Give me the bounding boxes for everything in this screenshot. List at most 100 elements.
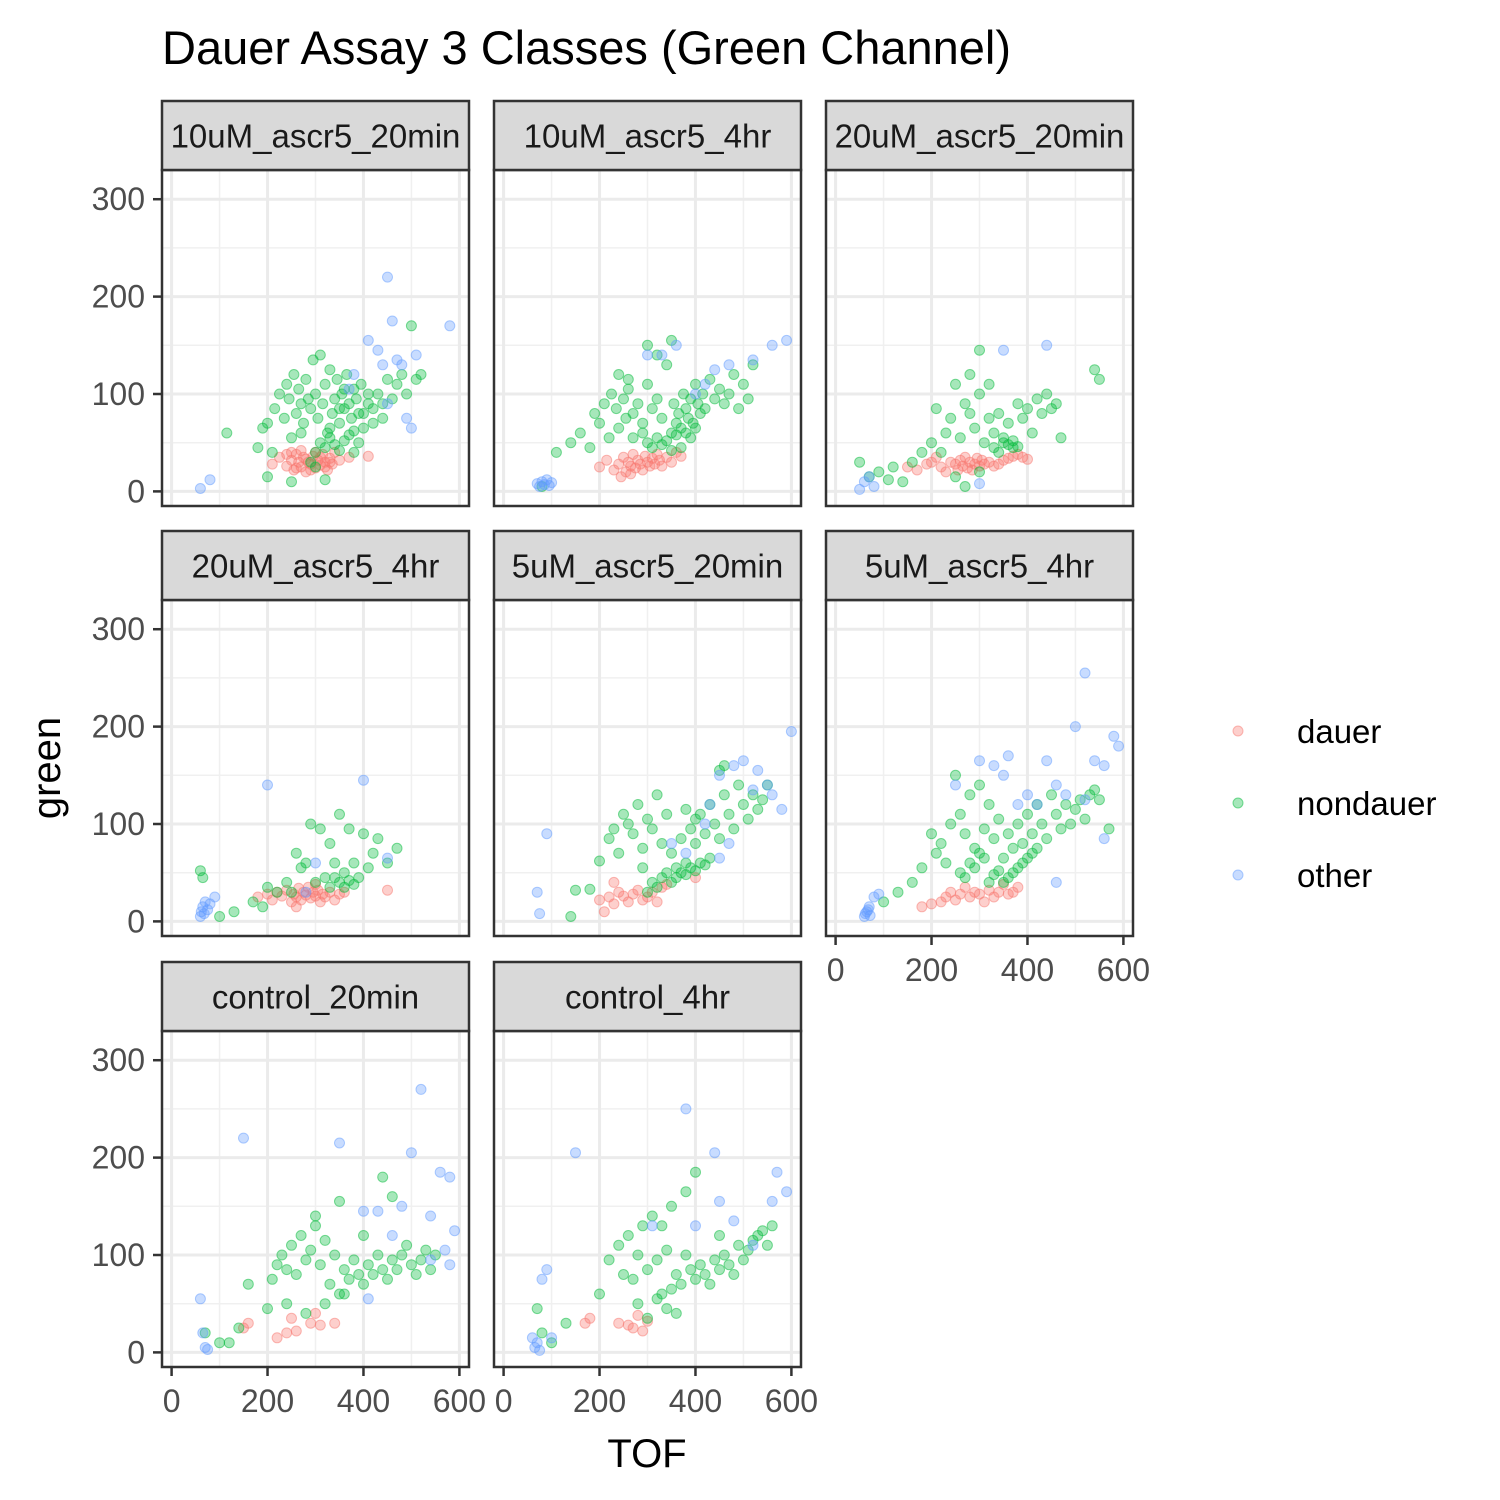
- point-nondauer: [618, 1269, 629, 1280]
- point-nondauer: [584, 883, 596, 895]
- point-nondauer: [1022, 808, 1033, 820]
- point-dauer: [266, 458, 278, 470]
- point-dauer: [594, 461, 605, 473]
- point-nondauer: [733, 403, 745, 415]
- facet-panel: 10uM_ascr5_20min 0 100 200 300: [92, 99, 471, 509]
- point-other: [699, 378, 711, 390]
- point-nondauer: [266, 1273, 278, 1285]
- point-nondauer: [954, 808, 966, 820]
- point-nondauer: [396, 1249, 408, 1261]
- point-nondauer: [1079, 813, 1091, 825]
- point-nondauer: [221, 427, 233, 439]
- point-nondauer: [560, 1317, 572, 1329]
- point-nondauer: [685, 432, 697, 444]
- point-nondauer: [1031, 842, 1043, 854]
- y-tick-label: 100: [92, 806, 145, 842]
- point-other: [728, 1215, 740, 1227]
- point-other: [781, 334, 793, 346]
- point-nondauer: [637, 862, 649, 874]
- point-nondauer: [377, 1264, 389, 1276]
- point-nondauer: [310, 876, 321, 888]
- point-dauer: [314, 1319, 326, 1331]
- strip-background: [160, 99, 471, 172]
- point-nondauer: [300, 1307, 312, 1319]
- point-nondauer: [319, 442, 331, 454]
- point-nondauer: [666, 1200, 677, 1212]
- point-nondauer: [331, 373, 343, 385]
- point-dauer: [286, 1312, 297, 1324]
- point-nondauer: [723, 808, 735, 820]
- x-tick-label: 0: [495, 1383, 513, 1419]
- point-nondauer: [1065, 818, 1077, 830]
- point-nondauer: [718, 1249, 730, 1261]
- x-axis-title: TOF: [607, 1432, 686, 1476]
- point-nondauer: [281, 876, 293, 888]
- point-nondauer: [377, 412, 389, 424]
- point-nondauer: [348, 446, 360, 458]
- point-nondauer: [737, 799, 749, 810]
- point-other: [747, 354, 759, 366]
- facet-panel: 5uM_ascr5_20min: [492, 529, 803, 938]
- point-nondauer: [651, 789, 663, 801]
- point-other: [1050, 779, 1062, 791]
- point-other: [1098, 760, 1110, 772]
- point-nondauer: [310, 388, 321, 400]
- x-tick-label: 0: [827, 952, 845, 988]
- point-nondauer: [295, 427, 307, 439]
- point-other: [646, 1220, 658, 1232]
- point-nondauer: [728, 369, 740, 380]
- y-tick-label: 100: [92, 376, 145, 412]
- point-nondauer: [300, 1254, 312, 1266]
- strip-label: control_4hr: [565, 979, 730, 1016]
- point-other: [666, 838, 677, 849]
- point-nondauer: [358, 1230, 369, 1241]
- point-nondauer: [983, 799, 995, 810]
- point-other: [714, 1195, 725, 1207]
- x-tick-label: 400: [1001, 952, 1054, 988]
- point-nondauer: [930, 847, 942, 859]
- facet-strip: 20uM_ascr5_20min: [824, 99, 1135, 172]
- point-nondauer: [290, 1269, 302, 1280]
- point-nondauer: [415, 1254, 427, 1266]
- point-dauer: [632, 884, 644, 896]
- point-nondauer: [367, 1269, 379, 1280]
- point-nondauer: [594, 417, 605, 429]
- point-nondauer: [964, 789, 976, 801]
- point-nondauer: [699, 403, 711, 415]
- point-nondauer: [362, 862, 374, 874]
- point-other: [747, 1239, 759, 1251]
- point-nondauer: [372, 833, 384, 845]
- point-other: [690, 388, 701, 400]
- point-nondauer: [733, 1239, 745, 1251]
- point-nondauer: [1093, 373, 1105, 385]
- point-nondauer: [319, 378, 331, 390]
- point-nondauer: [314, 1259, 326, 1271]
- point-nondauer: [613, 369, 625, 380]
- point-nondauer: [391, 378, 403, 390]
- point-nondauer: [675, 442, 687, 454]
- y-tick-label: 200: [92, 1140, 145, 1176]
- point-dauer: [608, 876, 620, 888]
- point-nondauer: [878, 896, 890, 908]
- point-dauer: [281, 1327, 293, 1339]
- point-nondauer: [598, 398, 610, 410]
- point-dauer: [632, 1309, 644, 1321]
- y-tick-label: 0: [127, 473, 145, 509]
- point-nondauer: [988, 833, 1000, 845]
- point-nondauer: [993, 446, 1005, 458]
- point-nondauer: [415, 369, 427, 380]
- point-nondauer: [950, 378, 961, 390]
- point-nondauer: [627, 828, 639, 840]
- point-other: [531, 886, 543, 898]
- point-nondauer: [1026, 427, 1038, 439]
- point-nondauer: [262, 471, 273, 483]
- point-nondauer: [959, 872, 971, 884]
- point-other: [444, 1171, 456, 1183]
- point-other: [541, 828, 553, 840]
- point-nondauer: [574, 427, 586, 439]
- point-nondauer: [1012, 818, 1024, 830]
- strip-label: 20uM_ascr5_20min: [835, 118, 1125, 155]
- point-other: [343, 383, 355, 395]
- strip-background: [824, 529, 1135, 602]
- point-nondauer: [269, 403, 281, 415]
